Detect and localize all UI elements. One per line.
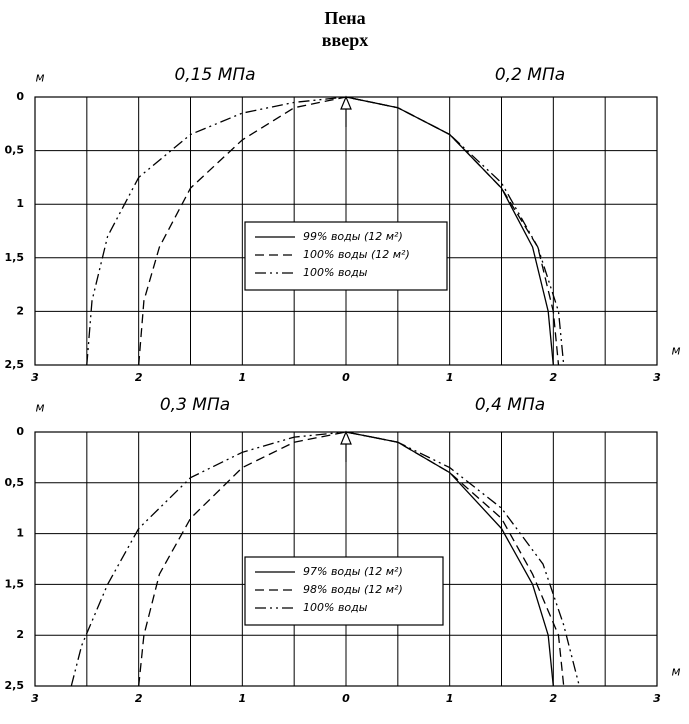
- x-tick-label: 2: [135, 692, 143, 705]
- legend-box: [244, 221, 448, 291]
- x-axis-label: м: [671, 665, 680, 679]
- title-line: вверх: [322, 30, 368, 50]
- panel-label: 0,15 МПа: [174, 65, 255, 85]
- title-line: Пена: [324, 8, 365, 28]
- x-tick-label: 1: [239, 692, 247, 705]
- y-tick-label: 2: [16, 304, 24, 317]
- x-tick-label: 3: [653, 692, 661, 705]
- x-tick-label: 0: [342, 692, 350, 705]
- x-tick-label: 3: [31, 692, 39, 705]
- y-tick-label: 0,5: [5, 144, 25, 157]
- y-axis-label: м: [35, 71, 44, 85]
- legend-label: 99% воды (12 м²): [303, 230, 403, 243]
- legend-label: 97% воды (12 м²): [303, 565, 403, 578]
- y-tick-label: 1: [16, 527, 24, 540]
- y-tick-label: 1,5: [5, 251, 25, 264]
- legend-box: [244, 556, 444, 626]
- y-tick-label: 1,5: [5, 577, 25, 590]
- legend-label: 98% воды (12 м²): [303, 583, 403, 596]
- legend-label: 100% воды (12 м²): [303, 248, 410, 261]
- panel-label: 0,4 МПа: [475, 395, 545, 415]
- panel-label: 0,3 МПа: [160, 395, 230, 415]
- y-tick-label: 1: [16, 197, 24, 210]
- x-tick-label: 0: [342, 371, 350, 384]
- x-tick-label: 2: [550, 371, 558, 384]
- panel-label: 0,2 МПа: [495, 65, 565, 85]
- x-tick-label: 1: [446, 692, 454, 705]
- series-line: [138, 431, 565, 687]
- series-line: [70, 431, 580, 687]
- x-tick-label: 2: [550, 692, 558, 705]
- series-line: [86, 96, 565, 366]
- arrow-head: [340, 430, 352, 445]
- legend-label: 100% воды: [303, 266, 368, 279]
- x-tick-label: 3: [31, 371, 39, 384]
- x-tick-label: 1: [239, 371, 247, 384]
- series-line: [138, 96, 560, 366]
- legend-label: 100% воды: [303, 601, 368, 614]
- y-axis-label: м: [35, 401, 44, 415]
- arrow-head: [340, 95, 352, 110]
- y-tick-label: 0: [16, 425, 24, 438]
- y-tick-label: 2,5: [5, 679, 25, 692]
- x-tick-label: 1: [446, 371, 454, 384]
- y-tick-label: 2: [16, 628, 24, 641]
- x-tick-label: 3: [653, 371, 661, 384]
- y-tick-label: 2,5: [5, 358, 25, 371]
- x-axis-label: м: [671, 344, 680, 358]
- y-tick-label: 0,5: [5, 476, 25, 489]
- x-tick-label: 2: [135, 371, 143, 384]
- y-tick-label: 0: [16, 90, 24, 103]
